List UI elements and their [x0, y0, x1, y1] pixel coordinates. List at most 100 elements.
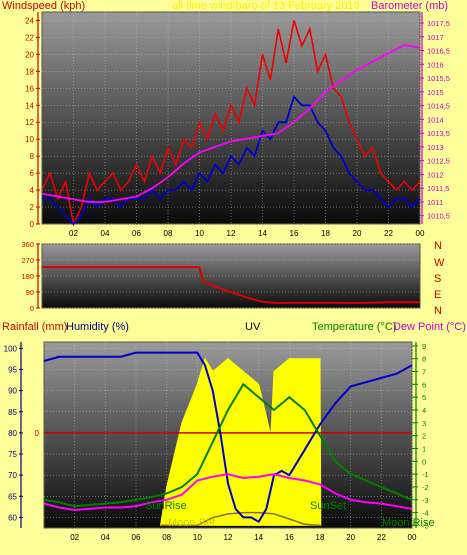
y-tick-label: 180 [21, 272, 34, 281]
direction-label-e: E [434, 289, 442, 301]
temperature-axis-label: Temperature (°C) [312, 321, 397, 333]
x-tick-label: 20 [346, 533, 355, 542]
y-right-tick-label: 1012 [427, 170, 444, 179]
y-right-tick-label: 1013,5 [427, 129, 450, 138]
y-tick-label: 360 [21, 240, 34, 249]
direction-label-n-bottom: N [434, 305, 442, 317]
barometer-axis-label: Barometer (mb) [371, 0, 449, 12]
x-tick-label: 22 [384, 229, 393, 238]
sunset-label: SunSet [310, 500, 347, 512]
y-right-tick-label: 1010,5 [427, 212, 450, 221]
y-right-tick-label: 7 [422, 368, 426, 377]
x-tick-label: 16 [285, 533, 294, 542]
y-left-tick-label: 20 [25, 50, 34, 59]
y-left-tick-label: 6 [30, 169, 35, 178]
y-right-tick-label: 6 [422, 380, 426, 389]
y-right-tick-label: 9 [422, 342, 426, 351]
windspeed-line [41, 20, 421, 227]
y-left-tick-label: 95 [8, 365, 17, 374]
y-left-tick-label: 0 [30, 220, 35, 229]
uv-area [159, 357, 322, 526]
direction-line [42, 266, 420, 305]
x-tick-label: 00 [416, 229, 425, 238]
y-right-tick-label: 0 [422, 457, 426, 466]
x-tick-label: 02 [69, 229, 78, 238]
y-right-tick-label: 1016,5 [427, 47, 450, 56]
y-left-tick-label: 85 [8, 408, 17, 417]
y-right-tick-label: -2 [422, 483, 429, 492]
y-right-tick-label: 1014,5 [427, 102, 450, 111]
dewpoint-line [43, 473, 413, 512]
y-left-tick-label: 100 [4, 344, 18, 353]
wind-direction-chart: 0 90 180 270 360 [21, 240, 421, 313]
moonrise-label: Moon Rise [382, 517, 435, 529]
x-tick-label: 20 [353, 229, 362, 238]
y-right-tick-label: 1012,5 [427, 157, 450, 166]
y-left-tick-label: 14 [25, 101, 34, 110]
x-tick-label: 06 [132, 229, 141, 238]
y-left-tick-label: 12 [25, 118, 34, 127]
y-right-tick-label: -1 [422, 470, 429, 479]
y-left-tick-label: 18 [25, 67, 34, 76]
dewpoint-axis-label: Dew Point (°C) [393, 321, 466, 333]
y-right-tick-label: 1017 [427, 33, 444, 42]
chart-title: all time wind/baro of 13 February 2010 [172, 0, 360, 12]
y-right-tick-label: 1015,5 [427, 74, 450, 83]
y-right-tick-label: 3 [422, 419, 426, 428]
x-tick-label: 12 [227, 229, 236, 238]
x-tick-label: 22 [377, 533, 386, 542]
y-left-tick-label: 90 [8, 387, 17, 396]
y-right-tick-label: 2 [422, 432, 426, 441]
y-left-tick-label: 65 [8, 492, 17, 501]
y-left-tick-label: 60 [8, 513, 17, 522]
y-right-tick-label: -5 [422, 521, 429, 530]
y-right-tick-label: 1011 [427, 198, 443, 207]
temp-humidity-uv-chart: 02 04 06 08 10 12 14 16 18 20 22 006065707580859095… [4, 341, 429, 542]
x-tick-label: 14 [254, 533, 263, 542]
x-tick-label: 18 [321, 229, 330, 238]
rainfall-axis-label: Rainfall (mm) [2, 321, 68, 333]
rain-zero-label: 0 [35, 429, 40, 438]
y-right-tick-label: 5 [422, 393, 426, 402]
y-right-tick-label: 1 [422, 444, 426, 453]
y-left-tick-label: 70 [8, 471, 17, 480]
x-tick-label: 02 [70, 533, 79, 542]
y-right-tick-label: 1014 [427, 115, 444, 124]
y-left-tick-label: 80 [8, 429, 17, 438]
moonset-label: Moon Set [168, 517, 216, 529]
solar-line [160, 511, 321, 527]
y-left-tick-label: 8 [30, 152, 35, 161]
barometer-line [41, 44, 421, 203]
x-tick-label: 06 [132, 533, 141, 542]
y-right-tick-label: 1015 [427, 88, 444, 97]
direction-label-n-top: N [434, 240, 442, 252]
x-tick-label: 00 [408, 533, 417, 542]
y-left-tick-label: 75 [8, 450, 17, 459]
y-left-tick-label: 24 [25, 16, 34, 25]
y-left-tick-label: 16 [25, 84, 34, 93]
direction-label-w: W [434, 257, 445, 269]
x-tick-label: 08 [164, 229, 173, 238]
humidity-axis-label: Humidity (%) [66, 321, 129, 333]
uv-axis-label: UV [245, 321, 261, 333]
windspeed-axis-label: Windspeed (kph) [2, 0, 86, 12]
gust_avg-line [42, 95, 421, 226]
wind-baro-chart: 02 04 06 08 10 12 14 16 18 20 22 000246810121416182… [25, 11, 450, 238]
y-left-tick-label: 22 [25, 33, 34, 42]
y-tick-label: 90 [26, 288, 34, 297]
y-right-tick-label: 1017,5 [427, 19, 450, 28]
humidity-line [43, 351, 413, 524]
x-tick-label: 10 [195, 229, 204, 238]
y-left-tick-label: 4 [30, 186, 35, 195]
x-tick-label: 12 [224, 533, 233, 542]
y-right-tick-label: 1013 [427, 143, 444, 152]
y-right-tick-label: 1011,5 [427, 184, 449, 193]
y-tick-label: 0 [30, 304, 34, 313]
y-tick-label: 270 [21, 256, 34, 265]
x-tick-label: 04 [101, 533, 110, 542]
y-right-tick-label: -4 [422, 509, 429, 518]
y-right-tick-label: -3 [422, 496, 429, 505]
x-tick-label: 10 [193, 533, 202, 542]
temperature-line [43, 382, 413, 508]
y-right-tick-label: 8 [422, 355, 426, 364]
